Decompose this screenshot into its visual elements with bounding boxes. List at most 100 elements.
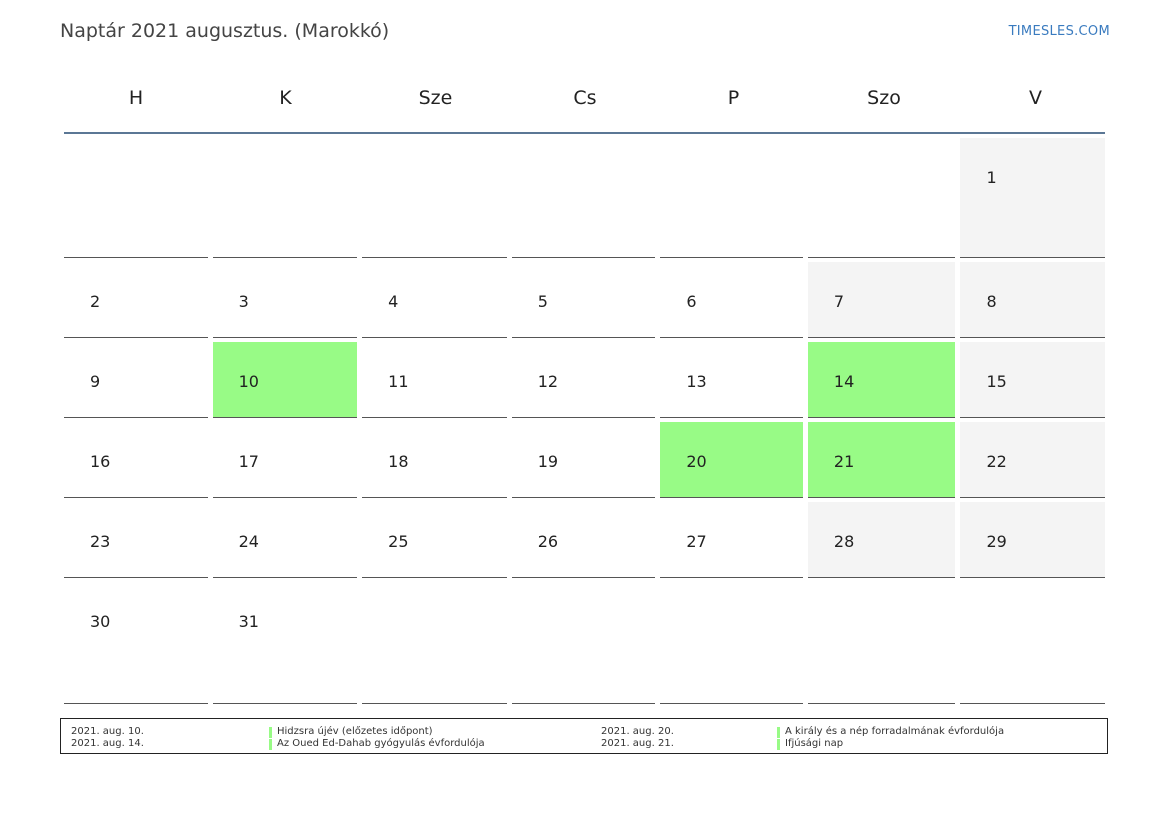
holiday-color-marker: [777, 727, 780, 738]
week-row: 16 17 18 19 20 21 22: [64, 422, 1106, 498]
day-cell[interactable]: 7: [807, 262, 956, 338]
empty-day-cell: [660, 582, 803, 704]
day-cell[interactable]: 14: [807, 342, 956, 418]
day-cell[interactable]: 23: [64, 502, 208, 578]
holiday-name: Hidzsra újév (előzetes időpont): [277, 726, 433, 737]
holiday-date: 2021. aug. 20.: [601, 726, 674, 737]
day-cell[interactable]: 18: [362, 422, 507, 498]
holiday-color-marker: [269, 727, 272, 738]
weekday-label: Szo: [867, 87, 901, 109]
day-cell[interactable]: 31: [212, 582, 358, 704]
day-number: 11: [388, 372, 409, 391]
day-number: 16: [90, 452, 111, 471]
day-cell[interactable]: 26: [511, 502, 656, 578]
day-cell[interactable]: 2: [64, 262, 208, 338]
day-number: 27: [686, 532, 707, 551]
day-cell[interactable]: 5: [511, 262, 656, 338]
holiday-legend: 2021. aug. 10. Hidzsra újév (előzetes idő…: [60, 718, 1108, 754]
week-row: 30 31: [64, 582, 1106, 704]
day-cell[interactable]: 19: [511, 422, 656, 498]
brand-link[interactable]: TIMESLES.COM: [1008, 24, 1110, 39]
weekday-label: K: [279, 87, 292, 109]
day-number: 26: [537, 532, 559, 551]
holiday-date: 2021. aug. 14.: [71, 738, 144, 749]
day-number: 9: [90, 372, 101, 391]
day-number: 5: [537, 292, 548, 311]
day-number: 1: [986, 168, 997, 187]
holiday-date: 2021. aug. 10.: [71, 726, 144, 737]
day-cell[interactable]: 28: [807, 502, 956, 578]
calendar: H K Sze Cs P Szo V 1 2 3 4 5 6 7 8 9 10 11 12 13 14 15 16 17 18…: [64, 72, 1106, 708]
day-cell[interactable]: 10: [212, 342, 358, 418]
day-number: 23: [90, 532, 111, 551]
day-cell[interactable]: 13: [660, 342, 803, 418]
day-cell[interactable]: 25: [362, 502, 507, 578]
day-number: 3: [238, 292, 249, 311]
empty-day-cell: [511, 138, 656, 258]
weekday-label: P: [727, 87, 740, 109]
calendar-grid: 1 2 3 4 5 6 7 8 9 10 11 12 13 14 15 16 17 18 19 20 21 22 23 24 2…: [64, 138, 1106, 704]
day-number: 19: [537, 452, 559, 471]
empty-day-cell: [511, 582, 656, 704]
weekday-label: Sze: [418, 87, 453, 109]
day-cell[interactable]: 12: [511, 342, 656, 418]
day-cell[interactable]: 6: [660, 262, 803, 338]
day-cell[interactable]: 17: [212, 422, 358, 498]
week-row: 23 24 25 26 27 28 29: [64, 502, 1106, 578]
holiday-name: A király és a nép forradalmának évfordul…: [785, 726, 1005, 737]
day-number: 28: [833, 532, 855, 551]
day-cell[interactable]: 30: [64, 582, 208, 704]
day-number: 6: [686, 292, 697, 311]
day-cell[interactable]: 3: [212, 262, 358, 338]
weekday-label: V: [1029, 87, 1042, 109]
day-number: 25: [388, 532, 409, 551]
day-number: 15: [986, 372, 1007, 391]
day-cell[interactable]: 24: [212, 502, 358, 578]
week-row: 2 3 4 5 6 7 8: [64, 262, 1106, 338]
day-cell[interactable]: 11: [362, 342, 507, 418]
empty-day-cell: [807, 582, 956, 704]
day-cell[interactable]: 27: [660, 502, 803, 578]
page-title: Naptár 2021 augusztus. (Marokkó): [60, 20, 390, 42]
day-number: 30: [90, 612, 111, 631]
day-number: 10: [238, 372, 259, 391]
day-number: 8: [986, 292, 997, 311]
week-row: 9 10 11 12 13 14 15: [64, 342, 1106, 418]
empty-day-cell: [660, 138, 803, 258]
day-cell[interactable]: 20: [660, 422, 803, 498]
holiday-name: Ifjúsági nap: [785, 738, 844, 749]
week-row: 1: [64, 138, 1106, 258]
holiday-color-marker: [777, 739, 780, 750]
day-number: 4: [388, 292, 399, 311]
day-cell[interactable]: 21: [807, 422, 956, 498]
day-number: 20: [686, 452, 707, 471]
empty-day-cell: [212, 138, 358, 258]
holiday-name: Az Oued Ed-Dahab gyógyulás évfordulója: [277, 738, 485, 749]
day-cell[interactable]: 9: [64, 342, 208, 418]
empty-day-cell: [807, 138, 956, 258]
day-number: 31: [238, 612, 259, 631]
weekday-label: Cs: [573, 87, 597, 109]
day-number: 17: [238, 452, 259, 471]
day-cell[interactable]: 4: [362, 262, 507, 338]
day-cell[interactable]: 8: [960, 262, 1106, 338]
day-cell[interactable]: 15: [960, 342, 1106, 418]
day-number: 21: [833, 452, 855, 471]
weekday-header: H K Sze Cs P Szo V: [64, 72, 1105, 134]
weekday-label: H: [128, 87, 144, 109]
day-number: 7: [833, 292, 845, 311]
day-cell[interactable]: 29: [960, 502, 1106, 578]
holiday-color-marker: [269, 739, 272, 750]
day-cell[interactable]: 16: [64, 422, 208, 498]
empty-day-cell: [960, 582, 1106, 704]
day-number: 14: [833, 372, 855, 391]
empty-day-cell: [362, 582, 507, 704]
empty-day-cell: [362, 138, 507, 258]
day-cell[interactable]: 22: [960, 422, 1106, 498]
day-number: 22: [986, 452, 1007, 471]
day-cell[interactable]: 1: [960, 138, 1106, 258]
day-number: 2: [90, 292, 101, 311]
day-number: 12: [537, 372, 559, 391]
day-number: 18: [388, 452, 409, 471]
day-number: 13: [686, 372, 707, 391]
